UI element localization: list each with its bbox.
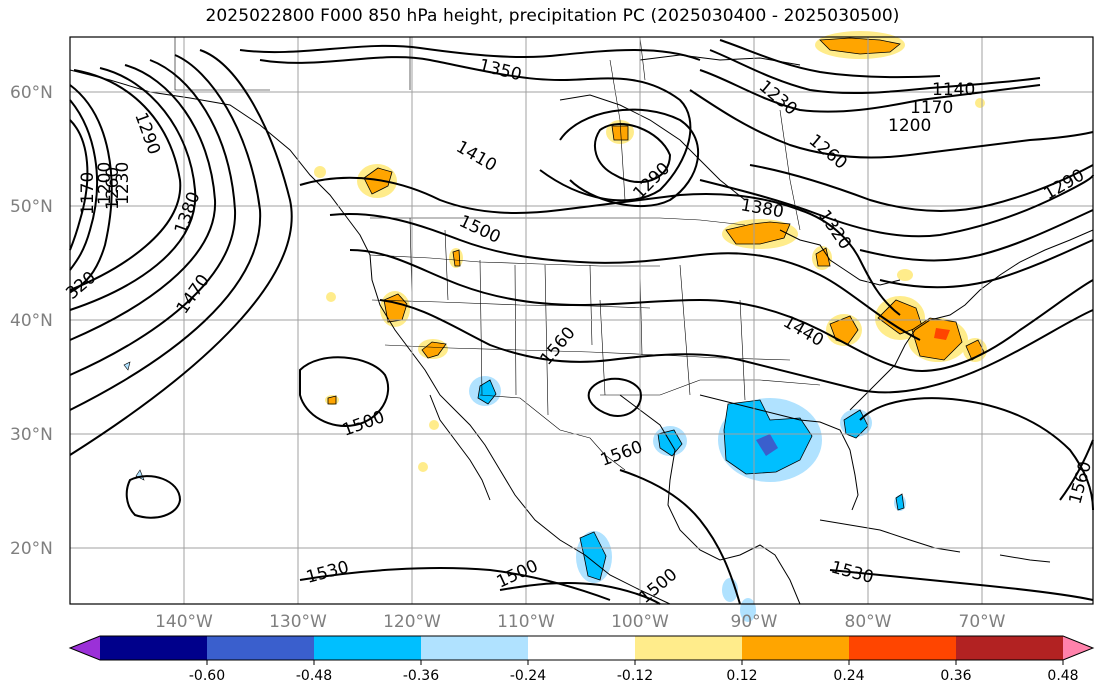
colorbar-tick-label: -0.60 [189,668,225,684]
lon-label: 90°W [731,612,778,632]
lat-label: 60°N [10,83,53,103]
lon-label: 110°W [497,612,555,632]
contour-label: 1260 [103,167,123,210]
lon-label: 120°W [383,612,441,632]
colorbar-tick-label: 0.36 [940,668,971,684]
colorbar-min-extend [70,636,100,660]
map-title: 2025022800 F000 850 hPa height, precipit… [205,6,900,26]
colorbar-tick-label: -0.12 [617,668,653,684]
colorbar-segment [956,636,1064,660]
colorbar-segment [314,636,422,660]
colorbar-outline [68,635,1095,661]
contour-label: 1140 [932,80,975,100]
longitude-labels: 140°W 130°W 120°W 110°W 100°W 90°W 80°W … [155,612,1006,632]
political-borders [174,36,821,471]
colorbar-tick-label: 0.48 [1047,668,1078,684]
colorbar-tick-label: 0.12 [726,668,757,684]
lon-label: 70°W [959,612,1006,632]
lon-label: 80°W [845,612,892,632]
lon-label: 140°W [155,612,213,632]
colorbar-max-extend [1063,636,1093,660]
colorbar-tick-label: -0.36 [403,668,439,684]
map-frame [69,36,1094,605]
colorbar-segment [421,636,529,660]
coastlines [69,54,1094,605]
lon-label: 130°W [269,612,327,632]
contour-label: 1200 [888,116,931,136]
colorbar-segment [635,636,743,660]
colorbar-segment [100,636,208,660]
lat-label: 20°N [10,539,53,559]
contour-label: 1230 [113,162,133,205]
colorbar-segment [207,636,315,660]
colorbar-tick-label: -0.24 [510,668,546,684]
contour-label: 1170 [78,172,98,215]
colorbar-segment [528,636,636,660]
height-contours [69,39,1094,605]
colorbar [68,635,1095,661]
lat-label: 30°N [10,425,53,445]
lat-label: 40°N [10,311,53,331]
latitude-labels: 60°N 50°N 40°N 30°N 20°N [10,83,53,559]
colorbar-segment [849,636,957,660]
contour-label: 1200 [95,162,115,205]
lon-label: 100°W [611,612,669,632]
colorbar-segment [742,636,850,660]
lat-label: 50°N [10,197,53,217]
colorbar-tick-label: 0.24 [833,668,864,684]
colorbar-tick-label: -0.48 [296,668,332,684]
contour-label: 1170 [910,98,953,118]
colorbar-ticks: -0.60 -0.48 -0.36 -0.24 -0.12 0.12 0.24 0.36 0.4… [189,660,1079,684]
